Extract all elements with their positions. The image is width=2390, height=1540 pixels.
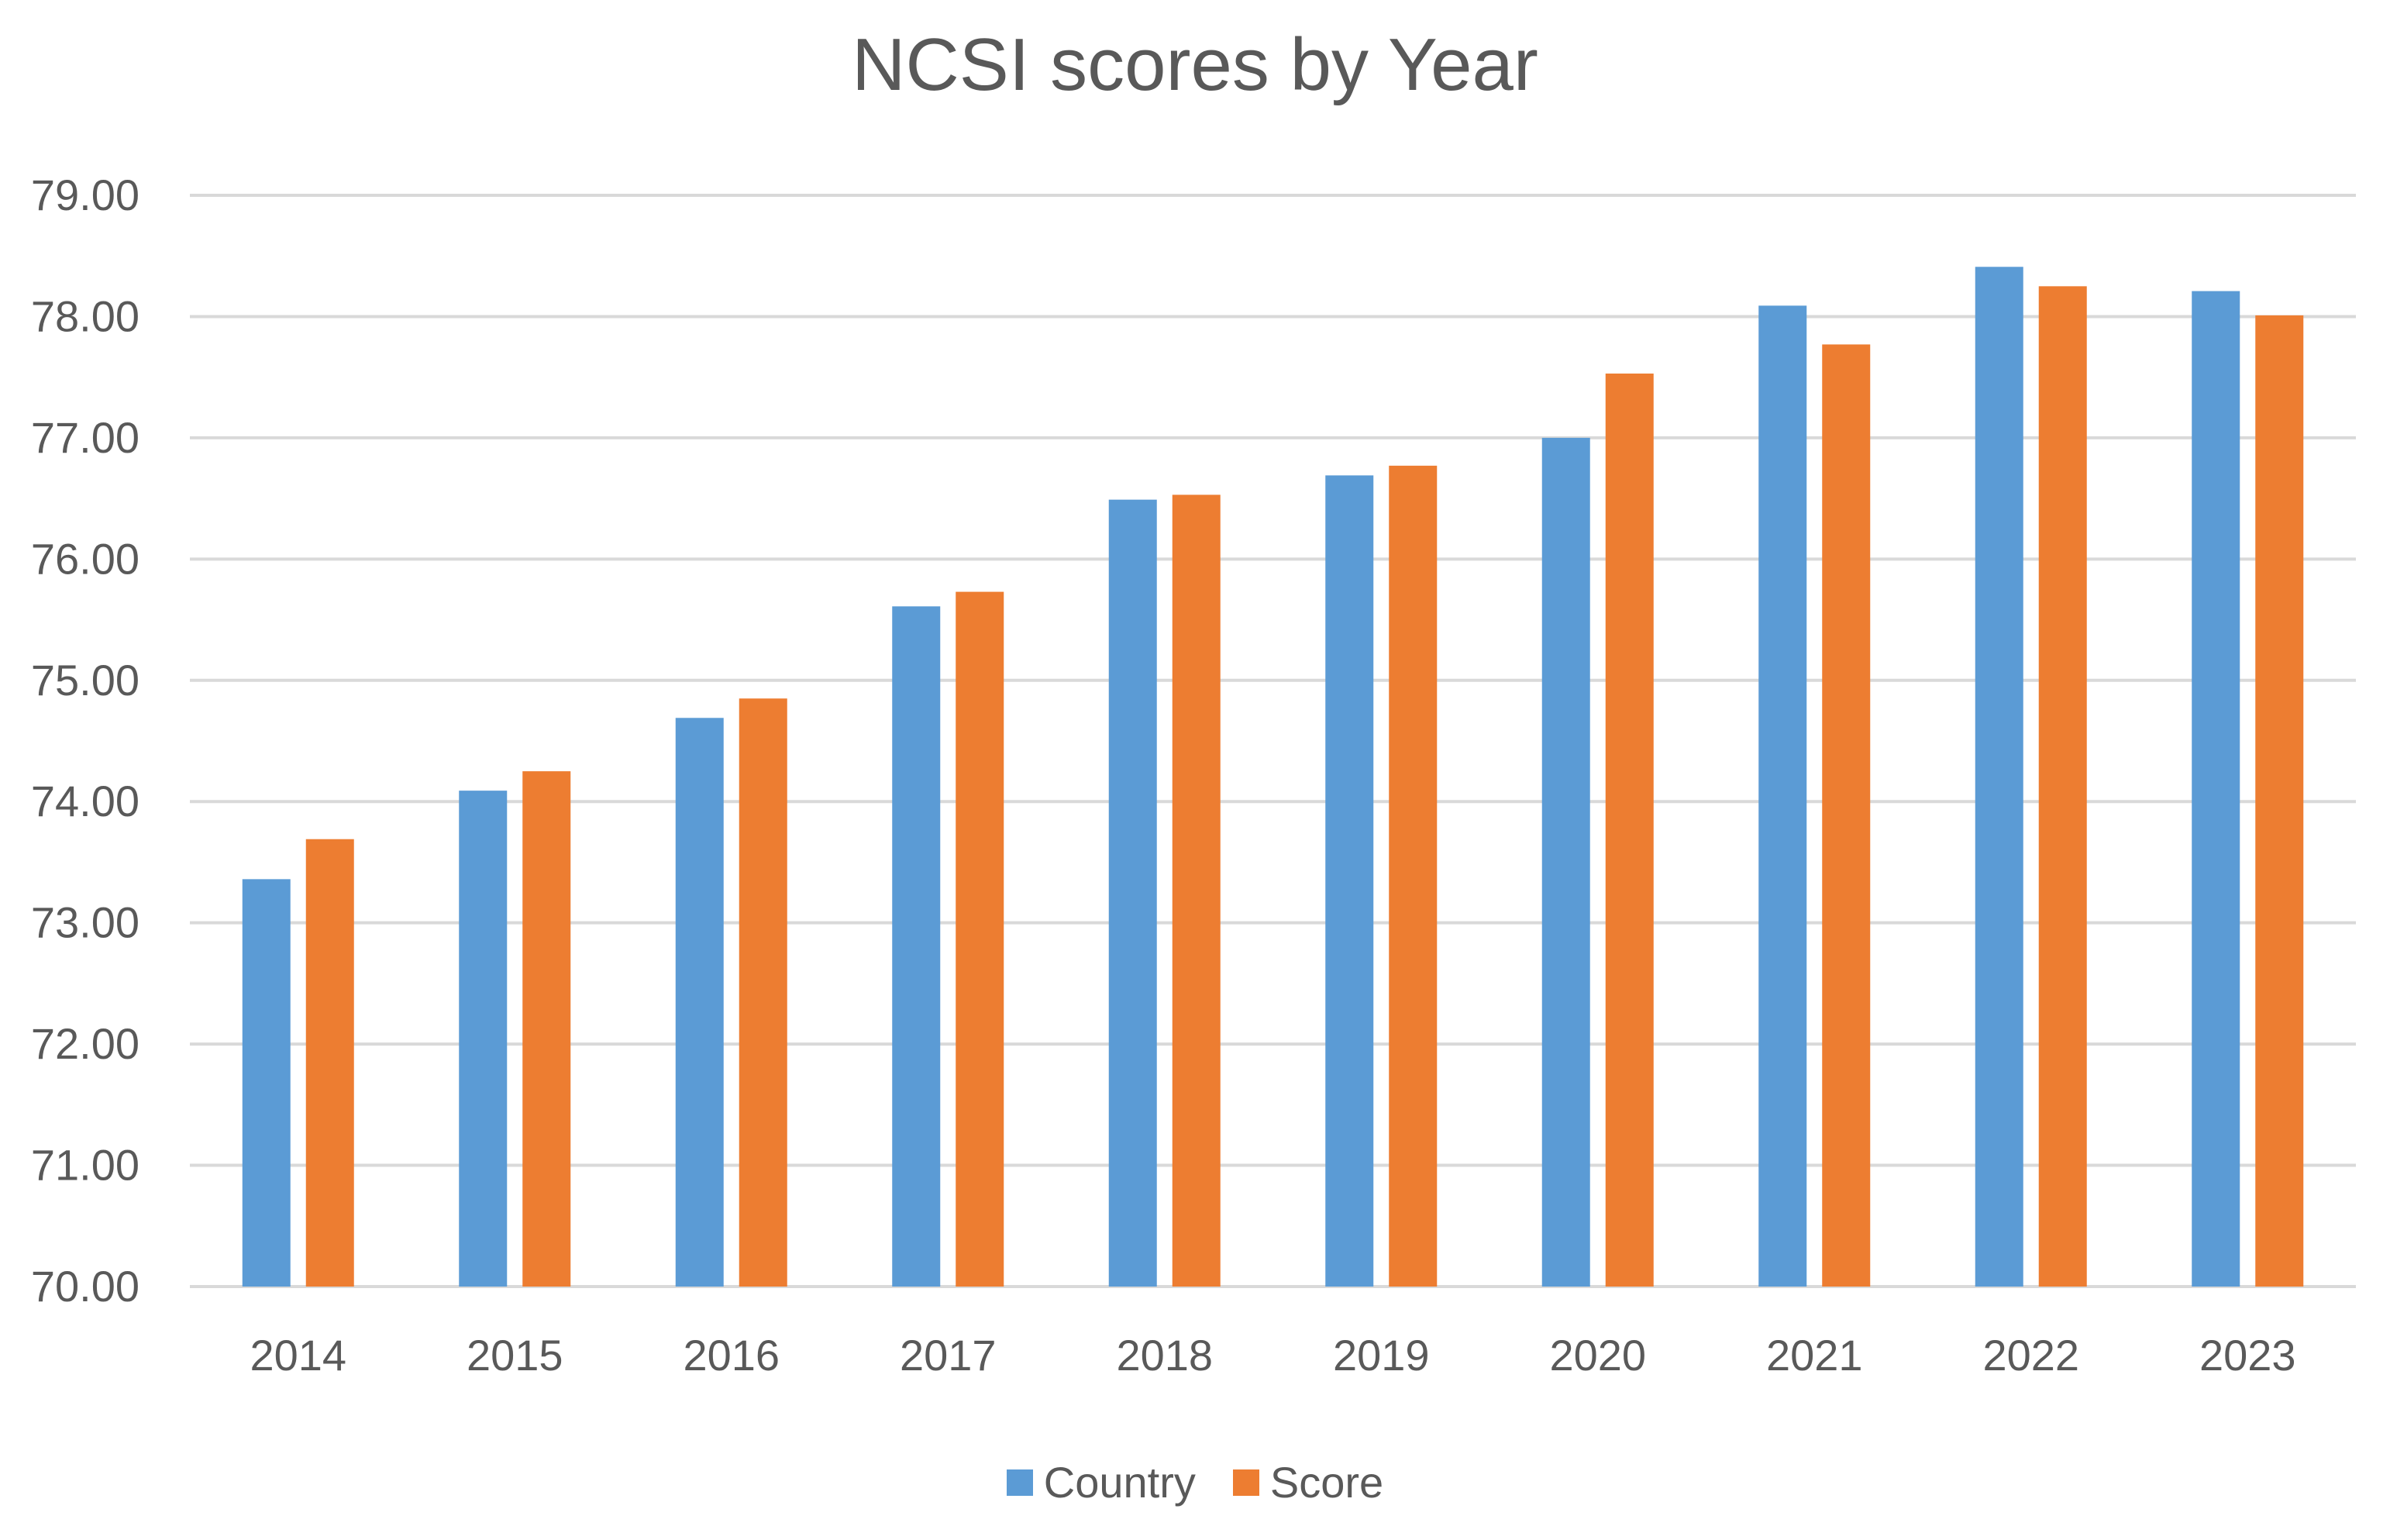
y-axis-ticks: 70.00 71.00 72.00 73.00 74.00 75.00 76.00 77.00… (31, 171, 139, 1311)
legend-item-country: Country (1006, 1457, 1196, 1507)
y-tick-label: 79.00 (31, 171, 139, 219)
bar-score-2022 (2038, 286, 2087, 1287)
y-tick-label: 72.00 (31, 1019, 139, 1068)
bar-score-2015 (522, 771, 571, 1287)
bar-score-2023 (2255, 315, 2304, 1287)
chart-title: NCSI scores by Year (852, 23, 1538, 106)
bar-country-2023 (2192, 291, 2240, 1287)
bar-score-2016 (739, 698, 787, 1287)
bar-score-2019 (1389, 465, 1438, 1287)
bar-score-2021 (1822, 344, 1871, 1287)
x-tick-label: 2014 (250, 1331, 346, 1380)
bar-country-2014 (242, 879, 291, 1287)
x-tick-label: 2015 (467, 1331, 563, 1380)
bar-country-2015 (459, 791, 508, 1287)
x-tick-label: 2019 (1333, 1331, 1430, 1380)
bar-country-2022 (1975, 267, 2023, 1287)
gridlines (190, 194, 2356, 1288)
y-tick-label: 73.00 (31, 898, 139, 947)
bar-country-2020 (1541, 437, 1590, 1287)
x-tick-label: 2021 (1766, 1331, 1863, 1380)
legend: Country Score (0, 1457, 2390, 1507)
bar-score-2020 (1605, 373, 1654, 1287)
legend-item-score: Score (1232, 1457, 1384, 1507)
bar-country-2019 (1325, 475, 1374, 1287)
bar-country-2017 (892, 606, 941, 1287)
x-tick-label: 2022 (1982, 1331, 2079, 1380)
x-axis-ticks: 2014 2015 2016 2017 2018 2019 2020 2021 2022 2023 (250, 1331, 2295, 1380)
y-tick-label: 78.00 (31, 291, 139, 340)
bar-score-2017 (956, 591, 1004, 1287)
x-tick-label: 2023 (2199, 1331, 2296, 1380)
y-tick-label: 77.00 (31, 413, 139, 462)
bar-score-2014 (305, 839, 354, 1287)
bar-score-2018 (1172, 494, 1221, 1287)
legend-swatch-score (1232, 1469, 1259, 1496)
legend-swatch-country (1006, 1469, 1033, 1496)
legend-label-score: Score (1269, 1458, 1384, 1507)
y-tick-label: 75.00 (31, 656, 139, 705)
bar-country-2016 (675, 718, 724, 1287)
y-tick-label: 74.00 (31, 777, 139, 825)
legend-label-country: Country (1043, 1458, 1196, 1507)
bar-country-2021 (1758, 305, 1807, 1287)
bar-country-2018 (1108, 499, 1157, 1287)
y-tick-label: 76.00 (31, 534, 139, 583)
x-tick-label: 2017 (900, 1331, 997, 1380)
x-tick-label: 2020 (1549, 1331, 1646, 1380)
y-tick-label: 70.00 (31, 1262, 139, 1311)
x-tick-label: 2016 (683, 1331, 780, 1380)
bars (242, 267, 2304, 1287)
x-tick-label: 2018 (1116, 1331, 1213, 1380)
y-tick-label: 71.00 (31, 1141, 139, 1190)
